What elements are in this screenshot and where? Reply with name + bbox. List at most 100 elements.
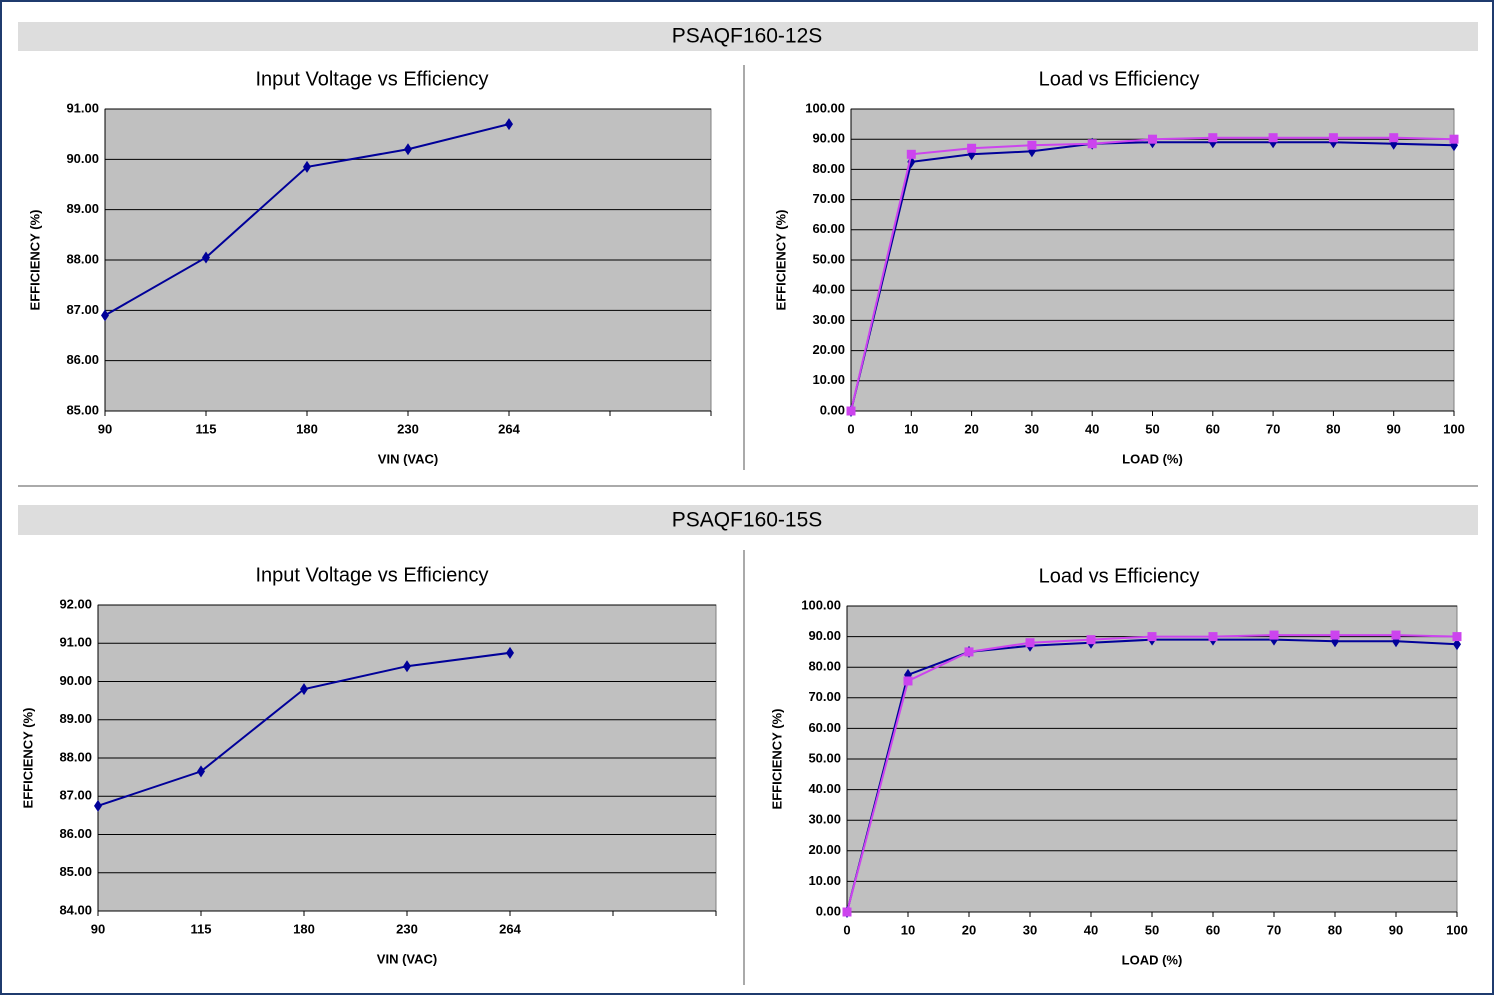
x-tick-label: 20 — [964, 421, 978, 436]
y-axis-label: EFFICIENCY (%) — [773, 210, 788, 311]
y-tick-label: 90.00 — [812, 131, 845, 146]
y-tick-label: 30.00 — [808, 812, 841, 827]
y-tick-label: 92.00 — [59, 596, 92, 611]
y-tick-label: 100.00 — [801, 597, 841, 612]
x-tick-label: 30 — [1023, 922, 1037, 937]
point — [1269, 630, 1279, 640]
y-tick-label: 91.00 — [66, 100, 99, 115]
point — [1452, 632, 1462, 642]
x-tick-label: 70 — [1267, 922, 1281, 937]
y-tick-label: 50.00 — [812, 251, 845, 266]
y-tick-label: 20.00 — [812, 342, 845, 357]
y-tick-label: 90.00 — [59, 673, 92, 688]
x-tick-label: 115 — [191, 921, 212, 936]
y-tick-label: 0.00 — [820, 402, 845, 417]
y-tick-label: 70.00 — [808, 689, 841, 704]
point — [94, 799, 102, 812]
chart-title: Input Voltage vs Efficiency — [255, 564, 488, 586]
y-tick-label: 30.00 — [812, 312, 845, 327]
x-tick-label: 90 — [98, 421, 112, 436]
x-tick-label: 40 — [1084, 922, 1098, 937]
x-axis-label: VIN (VAC) — [378, 451, 438, 466]
y-tick-label: 90.00 — [66, 151, 99, 166]
x-tick-label: 30 — [1025, 421, 1039, 436]
section-header — [18, 505, 1478, 535]
y-tick-label: 80.00 — [808, 659, 841, 674]
y-tick-label: 89.00 — [66, 201, 99, 216]
y-tick-label: 91.00 — [59, 635, 92, 650]
point — [202, 251, 210, 264]
x-tick-label: 230 — [396, 921, 418, 936]
section-title: PSAQF160-15S — [672, 509, 823, 532]
point — [846, 406, 856, 416]
x-tick-label: 60 — [1206, 922, 1220, 937]
y-tick-label: 80.00 — [812, 161, 845, 176]
x-tick-label: 40 — [1085, 421, 1099, 436]
x-tick-label: 100 — [1446, 922, 1468, 937]
y-tick-label: 40.00 — [808, 781, 841, 796]
y-tick-label: 90.00 — [808, 628, 841, 643]
point — [1328, 133, 1338, 143]
y-axis-label: EFFICIENCY (%) — [20, 708, 35, 809]
x-tick-label: 0 — [847, 421, 854, 436]
x-axis-label: LOAD (%) — [1122, 451, 1183, 466]
point — [1208, 133, 1218, 143]
y-tick-label: 50.00 — [808, 750, 841, 765]
point — [197, 765, 205, 778]
x-tick-label: 80 — [1328, 922, 1342, 937]
x-tick-label: 60 — [1206, 421, 1220, 436]
y-tick-label: 89.00 — [59, 711, 92, 726]
y-tick-label: 84.00 — [59, 902, 92, 917]
y-tick-label: 87.00 — [59, 788, 92, 803]
point — [1449, 134, 1459, 144]
x-tick-label: 70 — [1266, 421, 1280, 436]
point — [1391, 630, 1401, 640]
point — [964, 647, 974, 657]
y-tick-label: 10.00 — [812, 372, 845, 387]
point — [1086, 635, 1096, 645]
x-tick-label: 115 — [196, 421, 217, 436]
y-tick-label: 87.00 — [66, 302, 99, 317]
x-tick-label: 90 — [1389, 922, 1403, 937]
y-tick-label: 0.00 — [816, 903, 841, 918]
point — [506, 646, 514, 659]
y-tick-label: 85.00 — [66, 402, 99, 417]
y-tick-label: 88.00 — [66, 251, 99, 266]
x-tick-label: 180 — [293, 921, 315, 936]
x-tick-label: 230 — [397, 421, 419, 436]
x-tick-label: 10 — [901, 922, 915, 937]
x-tick-label: 264 — [499, 921, 521, 936]
point — [906, 149, 916, 159]
y-tick-label: 20.00 — [808, 842, 841, 857]
point — [403, 660, 411, 673]
x-tick-label: 180 — [296, 421, 318, 436]
point — [967, 143, 977, 153]
x-axis-label: VIN (VAC) — [377, 951, 437, 966]
x-axis-label: LOAD (%) — [1122, 952, 1183, 967]
point — [404, 143, 412, 156]
y-axis-label: EFFICIENCY (%) — [27, 210, 42, 311]
x-tick-label: 50 — [1145, 421, 1159, 436]
x-tick-label: 0 — [843, 922, 850, 937]
point — [1087, 139, 1097, 149]
y-tick-label: 88.00 — [59, 749, 92, 764]
x-tick-label: 80 — [1326, 421, 1340, 436]
x-tick-label: 264 — [498, 421, 520, 436]
y-tick-label: 60.00 — [808, 720, 841, 735]
point — [505, 118, 513, 131]
x-tick-label: 90 — [91, 921, 105, 936]
point — [903, 676, 913, 686]
point — [300, 683, 308, 696]
point — [1453, 638, 1461, 651]
chart-title: Load vs Efficiency — [1039, 565, 1200, 587]
section-title: PSAQF160-12S — [672, 25, 823, 48]
y-tick-label: 86.00 — [66, 352, 99, 367]
point — [1147, 632, 1157, 642]
chart-title: Load vs Efficiency — [1039, 68, 1200, 90]
chart-title: Input Voltage vs Efficiency — [255, 68, 488, 90]
section-header — [18, 22, 1478, 51]
x-tick-label: 100 — [1443, 421, 1465, 436]
y-tick-label: 70.00 — [812, 191, 845, 206]
